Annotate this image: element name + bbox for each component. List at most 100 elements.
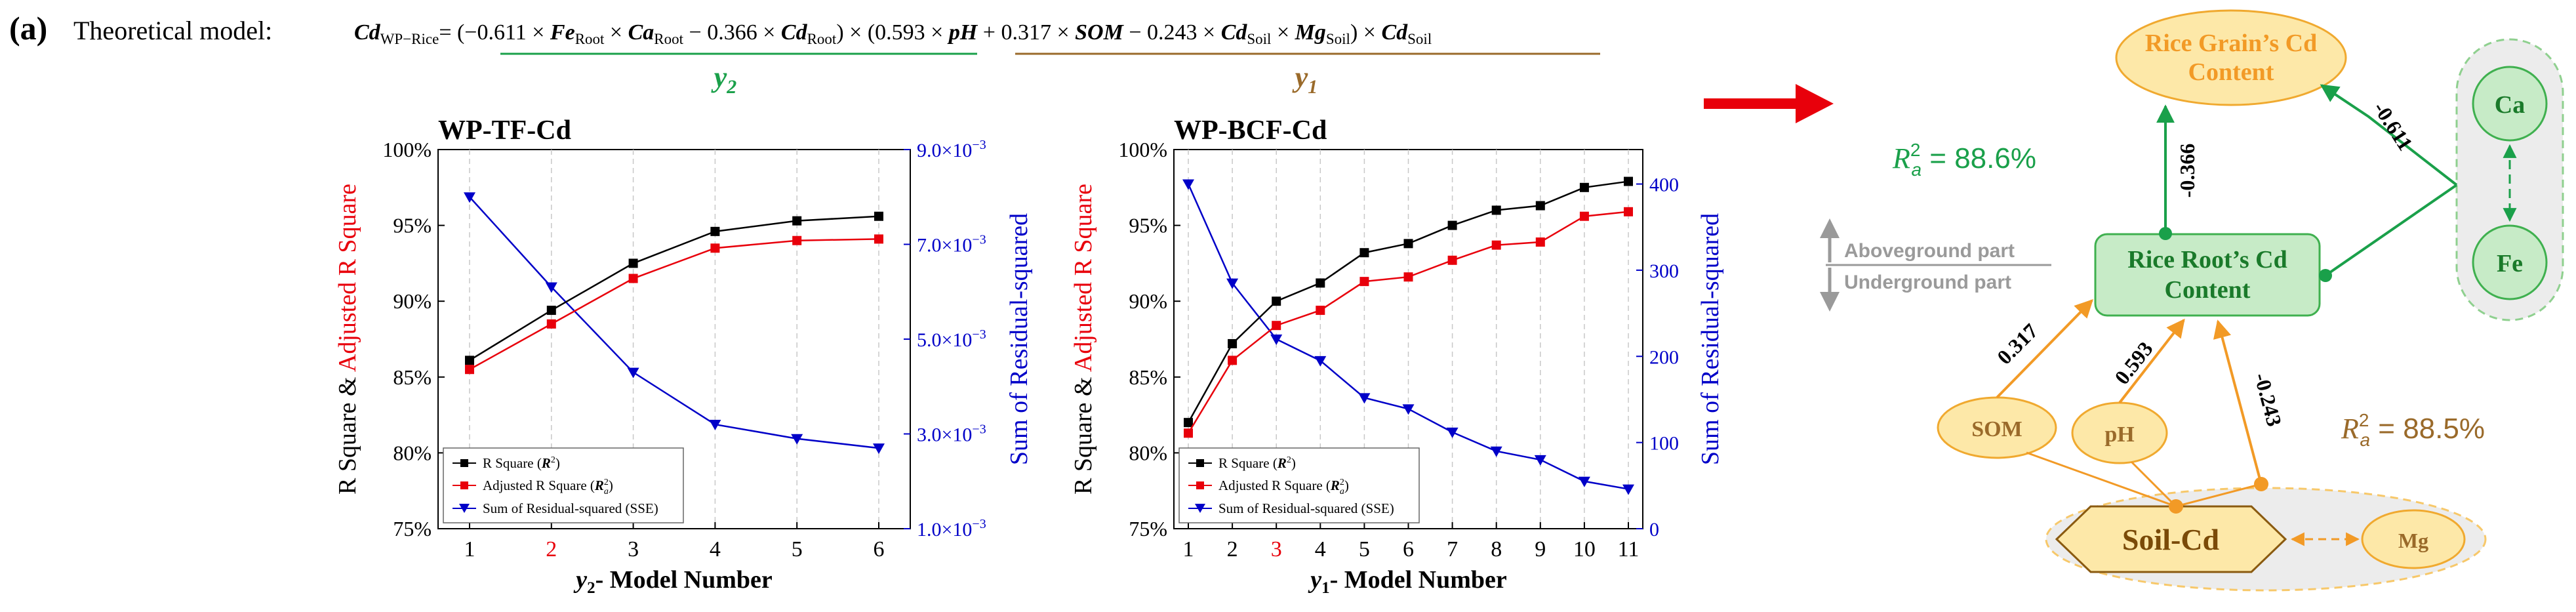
eq-mg: Mg <box>1295 20 1326 45</box>
y-tick-label-right: 7.0×10−3 <box>917 233 986 256</box>
chart-wp-tf-cd: WP-TF-Cd 1 2 3 4 5 6 75% 80% 85% 90% 95% 100% 1.0×10… <box>334 115 1033 597</box>
r2-point <box>1624 176 1633 186</box>
x-tick-label: 5 <box>1359 537 1370 561</box>
sse-point <box>1534 455 1546 466</box>
legend-marker-r2 <box>460 459 468 467</box>
node-mg-label: Mg <box>2398 529 2428 552</box>
eq-lhs: Cd <box>354 20 381 45</box>
adj-r2-point <box>1491 240 1501 250</box>
sse-point <box>1622 484 1634 495</box>
eq-fe: Fe <box>550 20 575 45</box>
legend-sse: Sum of Residual-squared (SSE) <box>1218 500 1394 516</box>
y-axis-left-label: R Square & Adjusted R Square <box>1070 184 1097 495</box>
x-tick-label: 3 <box>1271 537 1282 561</box>
r2-point <box>1447 220 1457 230</box>
x-tick-label: 10 <box>1573 537 1596 561</box>
node-soil-cd-label: Soil-Cd <box>2122 523 2220 556</box>
r2-line <box>469 215 879 361</box>
adj-r2-point <box>1272 321 1281 331</box>
sse-line <box>469 196 879 449</box>
adj-r2-point <box>546 319 556 329</box>
legend-marker-r2 <box>1196 459 1204 467</box>
x-tick-label: 5 <box>792 537 803 561</box>
x-tick-label: 7 <box>1447 537 1458 561</box>
y-tick-label-left: 80% <box>1129 441 1167 464</box>
sse-point <box>1270 335 1283 345</box>
sse-point <box>1226 278 1239 289</box>
adj-r2-point <box>1359 277 1369 287</box>
underground-label: Underground part <box>1844 272 2011 293</box>
equation: CdWP−Rice= (−0.611 × FeRoot × CaRoot − 0… <box>354 20 1432 47</box>
x-tick-label: 6 <box>874 537 885 561</box>
panel-label: (a) <box>9 10 47 47</box>
x-tick-label: 2 <box>1227 537 1238 561</box>
y-tick-label-right: 400 <box>1649 174 1679 196</box>
x-axis-label: y2- Model Number <box>573 566 773 597</box>
r2-point <box>1403 239 1413 249</box>
x-tick-label: 9 <box>1535 537 1546 561</box>
eq-ca-sub: Root <box>654 31 683 47</box>
adj-r2-point <box>1624 207 1633 216</box>
r2-point <box>1535 201 1545 211</box>
y-tick-label-right: 9.0×10−3 <box>917 138 986 161</box>
legend-r2: R Square (R2) <box>483 455 560 471</box>
sse-point <box>791 434 803 445</box>
y-tick-label-left: 85% <box>393 365 432 389</box>
legend: R Square (R2) Adjusted R Square (R2 a) Su… <box>443 447 684 523</box>
sse-point <box>1314 356 1327 367</box>
legend-marker-sse <box>1195 504 1205 513</box>
chart-title: WP-TF-Cd <box>438 115 571 146</box>
legend-marker-sse <box>459 504 470 513</box>
coef-root-grain: -0.366 <box>2175 144 2199 198</box>
soil-to-som <box>2026 451 2177 508</box>
soil-dot-2 <box>2254 477 2268 491</box>
r2-point <box>1359 248 1369 258</box>
r2-point <box>628 258 638 268</box>
adj-r2-point <box>1535 237 1545 247</box>
node-rice-grain <box>2115 9 2347 106</box>
adj-r2-point <box>1403 272 1413 282</box>
coef-som-root: 0.317 <box>1992 319 2042 369</box>
node-ca <box>2472 66 2548 142</box>
eq-ph: pH <box>947 20 978 45</box>
adj-r2-line <box>469 238 879 371</box>
sse-point <box>464 192 475 203</box>
x-axis-label: y1- Model Number <box>1308 566 1507 597</box>
x-tick-label: 1 <box>464 537 475 561</box>
sse-point <box>1402 404 1415 415</box>
y-tick-label-right: 200 <box>1649 346 1679 368</box>
eq-cdsoil-sub: Soil <box>1247 31 1271 47</box>
path-cafe-root-dot <box>2319 269 2332 282</box>
chart-wp-bcf-cd: WP-BCF-Cd 1 2 3 4 5 6 7 8 9 10 11 75% 80% 85% 90% 95% 10… <box>1070 115 1724 597</box>
legend-adj-r2: Adjusted R Square (R2 a) <box>483 478 613 497</box>
eq-y1-open: (0.593 × <box>868 20 949 45</box>
y-tick-label-left: 95% <box>393 214 432 237</box>
chart-title: WP-BCF-Cd <box>1174 115 1327 146</box>
y-axis-right-label: Sum of Residual-squared <box>1005 213 1033 465</box>
y-tick-label-left: 100% <box>382 138 432 161</box>
r2-point <box>546 306 556 316</box>
ground-legend: Aboveground part Underground part <box>1820 218 2051 312</box>
y-tick-label-left: 95% <box>1129 214 1167 237</box>
eq-cdroot: Cd <box>781 20 808 45</box>
legend: R Square (R2) Adjusted R Square (R2 a) Su… <box>1178 447 1420 523</box>
sse-point <box>1578 476 1590 487</box>
eq-y2-open: = (−0.611 × <box>439 20 550 45</box>
eq-som: SOM <box>1075 20 1124 45</box>
path-som-root <box>1996 298 2093 399</box>
legend-r2: R Square (R2) <box>1218 455 1296 471</box>
r2-upper: R2 a = 88.6% <box>1892 140 2036 180</box>
r2-point <box>1272 296 1281 306</box>
node-mg <box>2361 509 2466 569</box>
y-tick-label-right: 100 <box>1649 433 1679 455</box>
eq-minus-1: − 0.366 × <box>683 20 781 45</box>
y-tick-label-right: 0 <box>1649 519 1659 541</box>
sse-point <box>709 420 721 431</box>
soil-dot-1 <box>2169 499 2183 514</box>
path-cafe-grain <box>2320 84 2458 186</box>
y-axis-left-label: R Square & Adjusted R Square <box>334 184 361 495</box>
r2-point <box>710 226 720 236</box>
sse-point <box>1358 393 1371 404</box>
node-fe <box>2472 224 2548 300</box>
